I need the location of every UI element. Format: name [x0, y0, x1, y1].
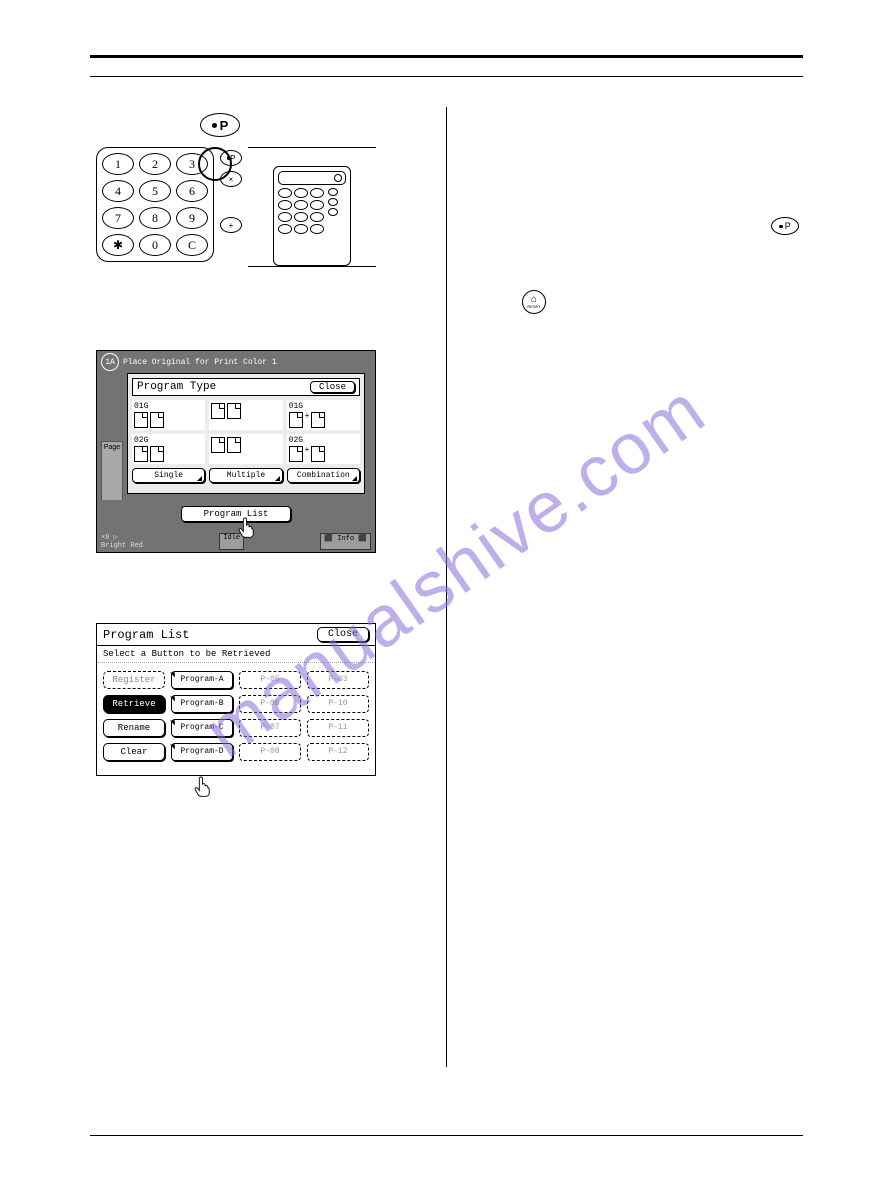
- step-p-key: P: [200, 113, 431, 137]
- p-key-highlight-circle: [198, 147, 232, 181]
- top-rule: [90, 55, 803, 58]
- rename-button[interactable]: Rename: [103, 719, 165, 737]
- close-button[interactable]: Close: [317, 627, 369, 642]
- reset-label: RESET: [527, 305, 540, 309]
- program-slot[interactable]: P-11: [307, 719, 369, 737]
- plus-side-key: +: [220, 217, 242, 233]
- keypad-key: 7: [102, 207, 134, 229]
- program-slot[interactable]: ◥Program-A: [171, 671, 233, 689]
- sub-rule: [90, 76, 803, 77]
- keypad-key: 9: [176, 207, 208, 229]
- keypad-key: C: [176, 234, 208, 256]
- mini-control-panel: [273, 166, 351, 266]
- bottom-rule: [90, 1135, 803, 1136]
- keypad-big: 1 2 3 4 5 6 7 8 9 ✱: [96, 147, 214, 262]
- close-button[interactable]: Close: [310, 381, 355, 393]
- program-list-screenshot: Program List Close Select a Button to be…: [96, 623, 376, 776]
- keypad-key: ✱: [102, 234, 134, 256]
- program-slot[interactable]: P-12: [307, 743, 369, 761]
- combination-button[interactable]: Combination: [287, 468, 360, 483]
- keypad-key: 2: [139, 153, 171, 175]
- page-side-tab: Page: [101, 441, 123, 501]
- register-button[interactable]: Register: [103, 671, 165, 689]
- program-slot[interactable]: ◥Program-C: [171, 719, 233, 737]
- retrieve-button[interactable]: Retrieve: [103, 695, 165, 713]
- p-key-icon: P: [771, 217, 799, 235]
- program-list-title: Program List: [103, 628, 189, 642]
- tab-badge: 1A: [101, 353, 119, 371]
- multiple-button[interactable]: Multiple: [209, 468, 282, 483]
- keypad-key: 5: [139, 180, 171, 202]
- p-key-icon: P: [200, 113, 240, 137]
- keypad-key: 0: [139, 234, 171, 256]
- program-slot[interactable]: P-06: [239, 695, 301, 713]
- program-slot[interactable]: P-10: [307, 695, 369, 713]
- program-slot[interactable]: P-07: [239, 719, 301, 737]
- top-message: Place Original for Print Color 1: [123, 358, 277, 367]
- program-type-screenshot: 1A Place Original for Print Color 1 Page…: [96, 350, 376, 553]
- keypad-figure: 1 2 3 4 5 6 7 8 9 ✱: [96, 147, 376, 282]
- reset-key-icon: ⌂ RESET: [522, 290, 546, 314]
- program-list-subtitle: Select a Button to be Retrieved: [97, 646, 375, 663]
- program-slot[interactable]: ◥Program-B: [171, 695, 233, 713]
- program-type-title: Program Type: [137, 381, 216, 393]
- keypad-key: 4: [102, 180, 134, 202]
- clear-button[interactable]: Clear: [103, 743, 165, 761]
- status-info: ⬛ Info ⬛: [320, 533, 371, 550]
- single-button[interactable]: Single: [132, 468, 205, 483]
- status-color: Bright Red: [101, 542, 143, 550]
- keypad-key: 6: [176, 180, 208, 202]
- p-key-label: P: [220, 118, 229, 133]
- program-slot[interactable]: P-05: [239, 671, 301, 689]
- keypad-key: 1: [102, 153, 134, 175]
- column-divider: [446, 107, 447, 1067]
- keypad-key: 8: [139, 207, 171, 229]
- program-slot[interactable]: P-08: [239, 743, 301, 761]
- hand-cursor-icon: [237, 516, 255, 538]
- program-slot[interactable]: ◥Program-D: [171, 743, 233, 761]
- program-slot[interactable]: P-03: [307, 671, 369, 689]
- p-key-label: P: [785, 221, 791, 231]
- hand-cursor-icon: [193, 775, 211, 797]
- program-list-button[interactable]: Program List: [181, 506, 291, 522]
- status-zoom: ×8 ▷: [101, 534, 118, 542]
